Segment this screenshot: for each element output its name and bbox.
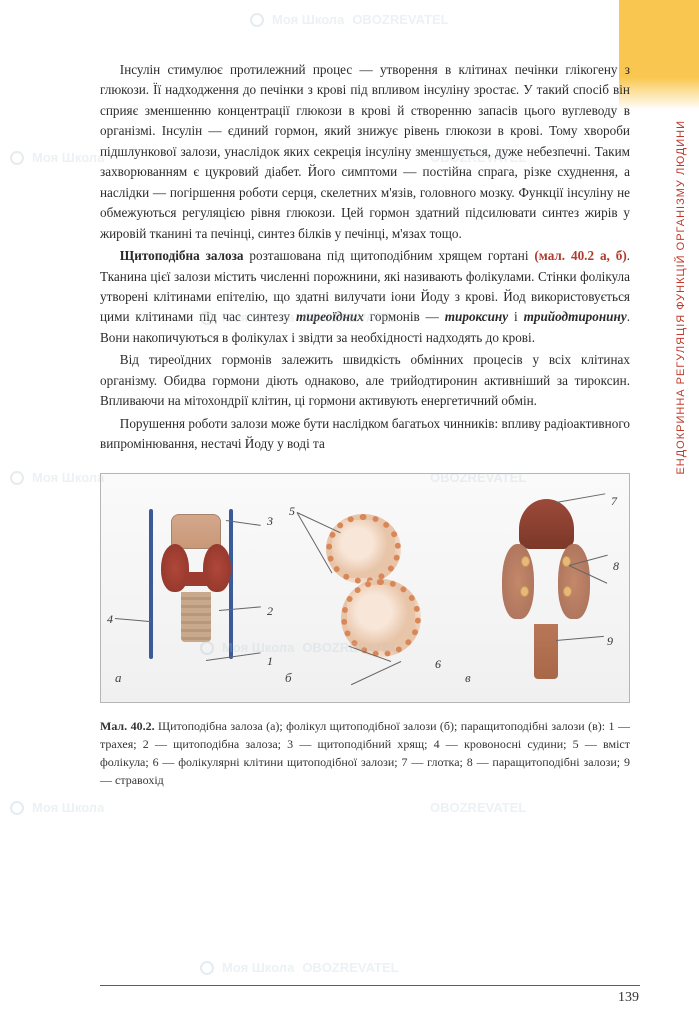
thyroid-gland-illustration bbox=[161, 544, 231, 594]
figure-label-4: 4 bbox=[107, 612, 113, 627]
figure-label-9: 9 bbox=[607, 634, 613, 649]
caption-text: Щитоподібна залоза (а); фолікул щитоподі… bbox=[100, 719, 630, 787]
follicle bbox=[341, 579, 421, 657]
watermark: Моя Школа OBOZREVATEL bbox=[200, 960, 399, 975]
main-content: Інсулін стимулює протилежний процес — ут… bbox=[100, 60, 630, 789]
figure-panel-c: 7 8 9 в bbox=[461, 484, 621, 692]
watermark-text: Моя Школа bbox=[32, 150, 104, 165]
parathyroid-gland bbox=[521, 556, 530, 567]
thyroid-lobe-posterior bbox=[558, 544, 590, 619]
textbook-page: ЕНДОКРИННА РЕГУЛЯЦІЯ ФУНКЦІЙ ОРГАНІЗМУ Л… bbox=[0, 0, 699, 1024]
panel-label-c: в bbox=[465, 670, 471, 686]
watermark: Моя Школа OBOZREVATEL bbox=[250, 12, 449, 27]
text: і bbox=[508, 309, 524, 324]
term-thyroxine: тироксину bbox=[445, 309, 508, 324]
esophagus-illustration bbox=[534, 624, 558, 679]
watermark: Моя Школа bbox=[10, 150, 104, 165]
leader-line bbox=[115, 618, 151, 622]
footer-rule bbox=[100, 985, 640, 987]
pharynx-illustration bbox=[519, 499, 574, 549]
follicle-illustration bbox=[316, 509, 426, 669]
figure-reference: (мал. 40.2 а, б) bbox=[534, 248, 626, 263]
figure-label-3: 3 bbox=[267, 514, 273, 529]
paragraph-1: Інсулін стимулює протилежний процес — ут… bbox=[100, 60, 630, 244]
watermark-text: Моя Школа bbox=[272, 12, 344, 27]
watermark-text: OBOZREVATEL bbox=[430, 800, 526, 815]
figure-caption: Мал. 40.2. Щитоподібна залоза (а); фолік… bbox=[100, 717, 630, 789]
text: гормонів — bbox=[364, 309, 445, 324]
figure-panel-a: 3 2 1 4 а bbox=[111, 484, 271, 692]
chapter-side-label: ЕНДОКРИННА РЕГУЛЯЦІЯ ФУНКЦІЙ ОРГАНІЗМУ Л… bbox=[675, 120, 687, 475]
watermark-icon bbox=[10, 801, 24, 815]
watermark-icon bbox=[10, 151, 24, 165]
watermark: Моя Школа bbox=[10, 800, 104, 815]
watermark: OBOZREVATEL bbox=[430, 800, 526, 815]
watermark-text: OBOZREVATEL bbox=[352, 12, 448, 27]
watermark-icon bbox=[200, 961, 214, 975]
figure-label-7: 7 bbox=[611, 494, 617, 509]
caption-figure-number: Мал. 40.2. bbox=[100, 719, 155, 733]
thyroid-lobe-posterior bbox=[502, 544, 534, 619]
panel-label-a: а bbox=[115, 670, 122, 686]
figure-label-6: 6 bbox=[435, 657, 441, 672]
figure-40-2: 3 2 1 4 а 5 6 bbox=[100, 473, 630, 703]
figure-label-5: 5 bbox=[289, 504, 295, 519]
watermark-text: Моя Школа bbox=[32, 800, 104, 815]
figure-label-1: 1 bbox=[267, 654, 273, 669]
text: розташована під щитоподібним хрящем горт… bbox=[244, 248, 535, 263]
blood-vessel-illustration bbox=[149, 509, 153, 659]
watermark-text: OBOZREVATEL bbox=[302, 960, 398, 975]
figure-panel-b: 5 6 б bbox=[281, 484, 451, 692]
follicle bbox=[326, 514, 401, 584]
panel-label-b: б bbox=[285, 670, 292, 686]
thyroid-anterior-illustration bbox=[156, 514, 236, 654]
watermark-icon bbox=[10, 471, 24, 485]
paragraph-3: Від тиреоїдних гормонів залежить швидкіс… bbox=[100, 350, 630, 411]
watermark-text: Моя Школа bbox=[32, 470, 104, 485]
watermark-text: Моя Школа bbox=[222, 960, 294, 975]
thyroid-isthmus bbox=[185, 572, 207, 586]
parathyroid-gland bbox=[563, 586, 572, 597]
term-triiodothyronine: трийодтиронину bbox=[524, 309, 627, 324]
page-number: 139 bbox=[618, 990, 639, 1006]
corner-decoration bbox=[619, 0, 699, 110]
figure-label-8: 8 bbox=[613, 559, 619, 574]
watermark: Моя Школа bbox=[10, 470, 104, 485]
thyroid-posterior-illustration bbox=[496, 499, 596, 679]
thyroid-lobe bbox=[203, 544, 231, 592]
watermark-icon bbox=[250, 13, 264, 27]
parathyroid-gland bbox=[520, 586, 529, 597]
figure-label-2: 2 bbox=[267, 604, 273, 619]
paragraph-2: Щитоподібна залоза розташована під щитоп… bbox=[100, 246, 630, 348]
trachea-illustration bbox=[181, 592, 211, 642]
term-thyroid-hormones: тиреоїдних bbox=[296, 309, 364, 324]
paragraph-4: Порушення роботи залози може бути наслід… bbox=[100, 414, 630, 455]
term-thyroid: Щитоподібна залоза bbox=[120, 248, 244, 263]
